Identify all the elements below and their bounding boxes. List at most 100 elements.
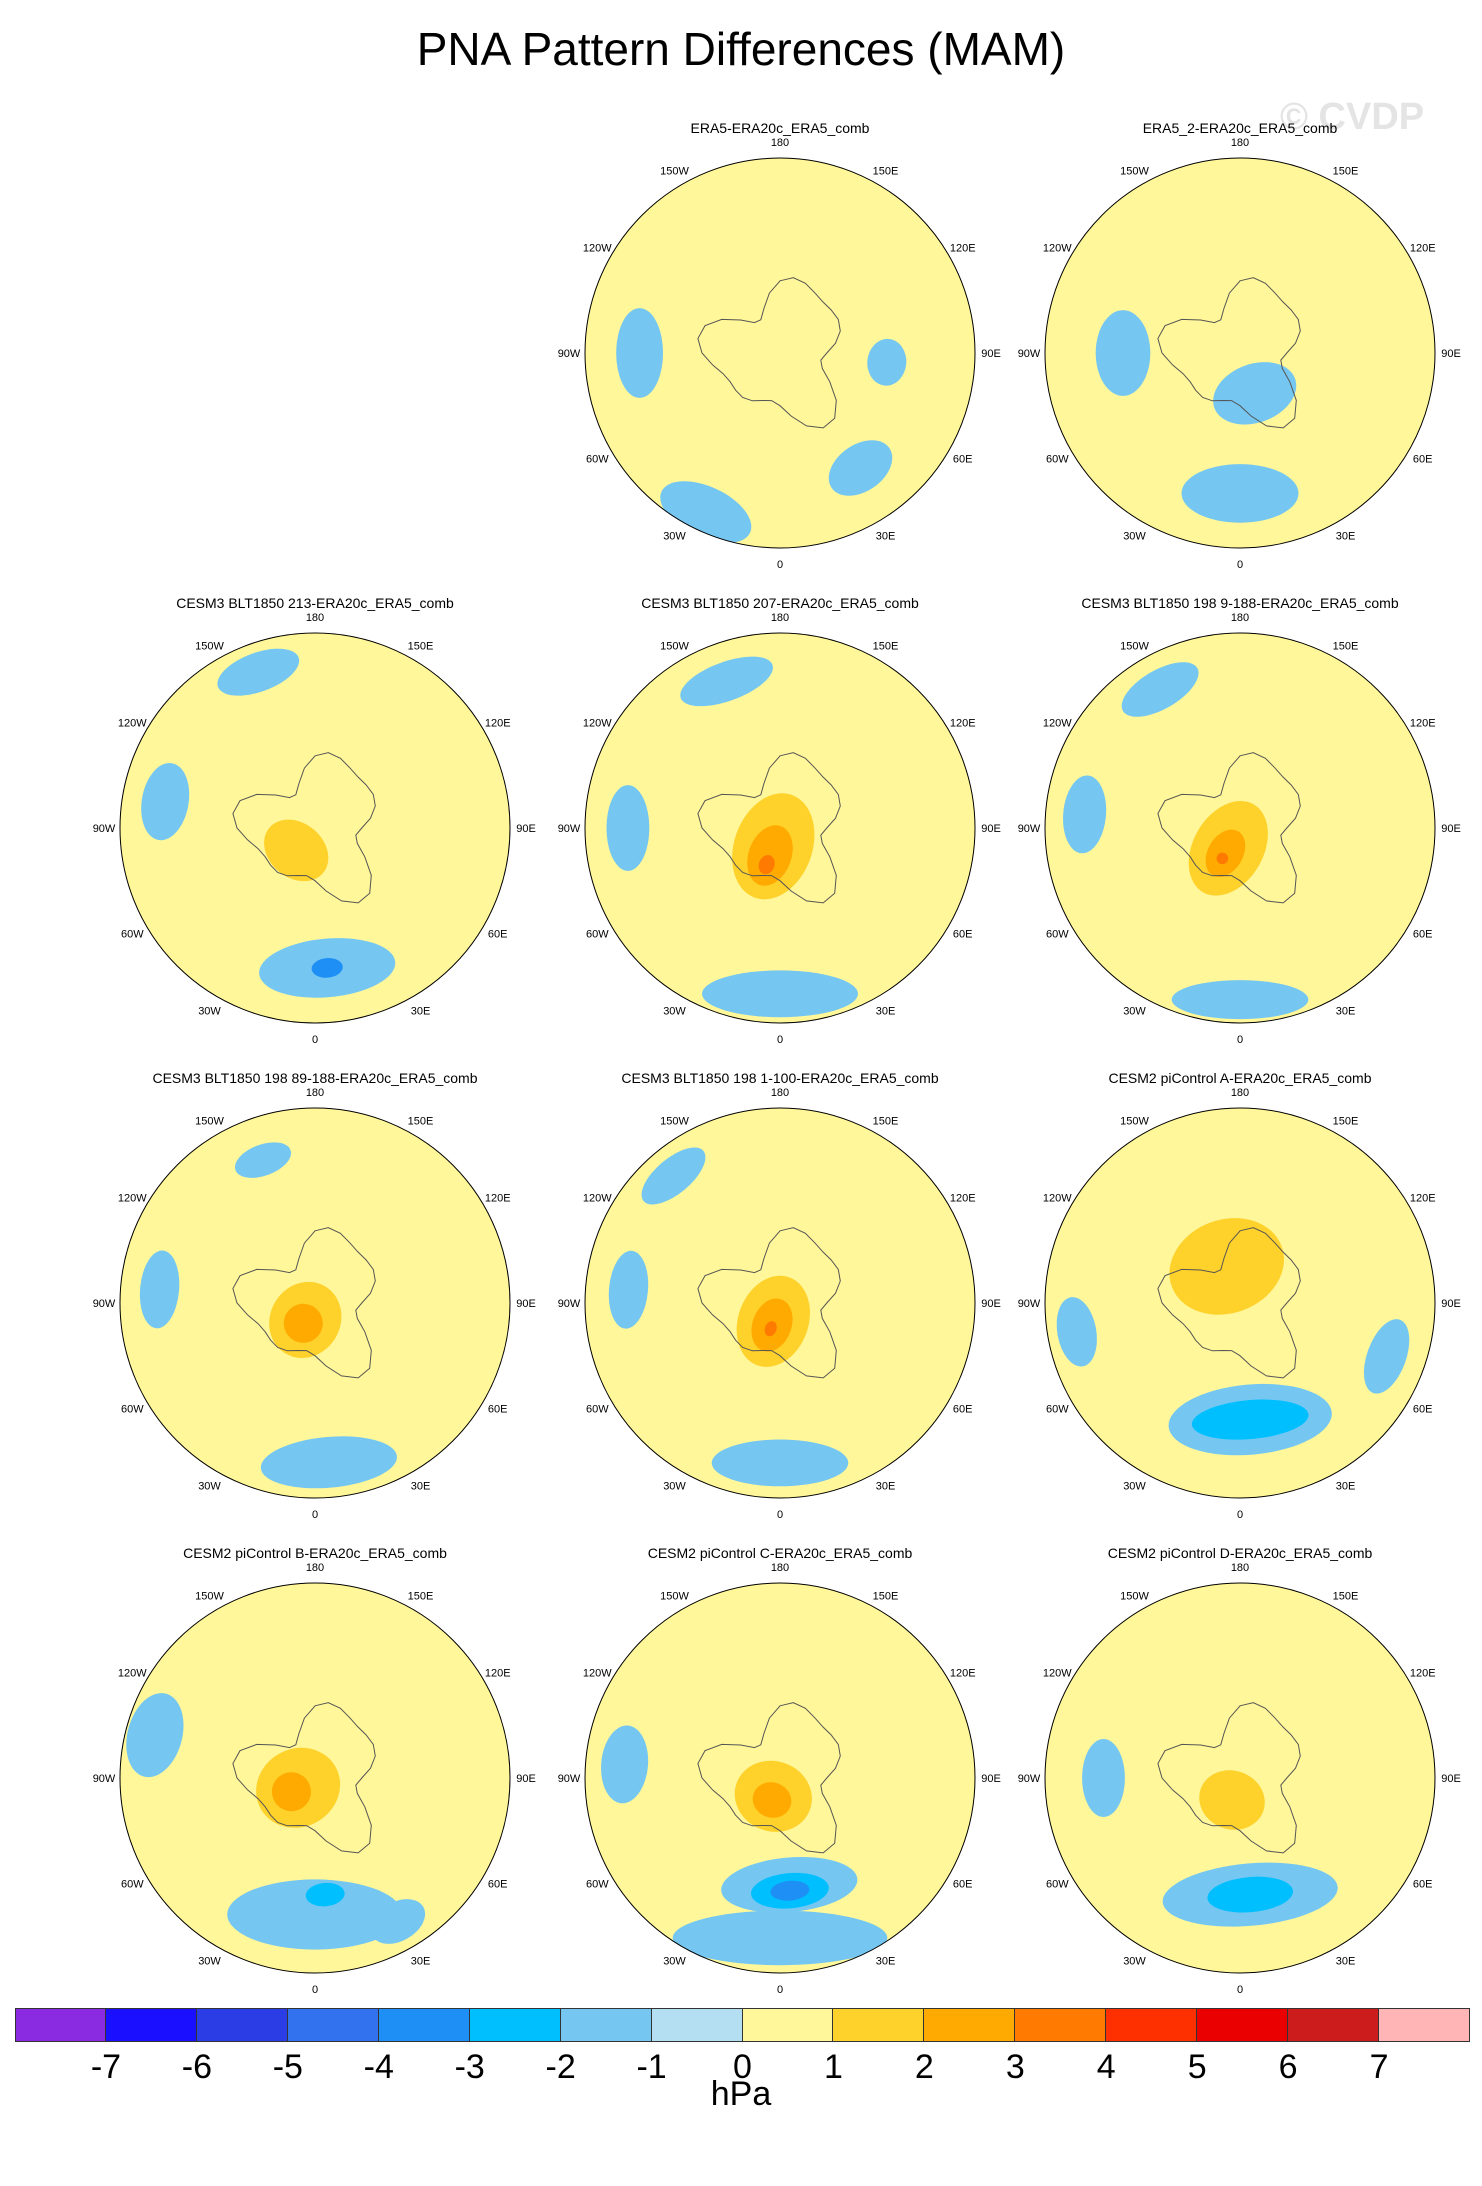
longitude-label: 30E — [876, 1956, 896, 1968]
colorbar-swatch — [105, 2008, 197, 2042]
map-border — [584, 632, 976, 1024]
colorbar-swatch — [1106, 2008, 1198, 2042]
longitude-label: 150E — [873, 1590, 899, 1602]
longitude-label: 90E — [516, 823, 536, 835]
map-panel: CESM2 piControl B-ERA20c_ERA5_comb 180 150… — [80, 1545, 550, 2015]
map-border — [1044, 1582, 1436, 1974]
longitude-label: 60W — [1046, 1879, 1069, 1891]
longitude-label: 150E — [408, 1115, 434, 1127]
colorbar-swatch — [1379, 2008, 1470, 2042]
longitude-label: 120E — [1410, 718, 1436, 730]
map-border — [584, 1582, 976, 1974]
colorbar-tick-label: -6 — [181, 2048, 212, 2086]
longitude-label: 30E — [876, 1481, 896, 1493]
longitude-label: 60E — [1413, 454, 1433, 466]
map-border — [1044, 1107, 1436, 1499]
colorbar-tick-label: 3 — [1005, 2048, 1025, 2086]
longitude-label: 120E — [485, 1668, 511, 1680]
negative-anomaly-contour — [608, 1250, 649, 1329]
polar-map: 180 150E 120E 90E 60E 30E 0 30W 60W 90W 120W 150W — [558, 1087, 1001, 1521]
longitude-label: 0 — [777, 1509, 783, 1521]
coastline — [1157, 1227, 1301, 1379]
positive-anomaly-contour — [764, 1321, 777, 1337]
coastline — [1157, 277, 1301, 429]
longitude-label: 150E — [1333, 1590, 1359, 1602]
panel-title: CESM2 piControl D-ERA20c_ERA5_comb — [1107, 1545, 1373, 1561]
longitude-label: 0 — [777, 1034, 783, 1046]
longitude-label: 30E — [876, 1006, 896, 1018]
negative-anomaly-contour — [1181, 464, 1299, 523]
coastline — [697, 1702, 841, 1854]
longitude-label: 150E — [1333, 165, 1359, 177]
longitude-label: 60W — [1046, 929, 1069, 941]
longitude-label: 90W — [558, 823, 581, 835]
negative-anomaly-contour — [311, 958, 343, 978]
map-background — [120, 633, 510, 1023]
colorbar-swatch — [378, 2008, 470, 2042]
polar-map: 180 150E 120E 90E 60E 30E 0 30W 60W 90W 120W 150W — [1018, 612, 1461, 1046]
positive-anomaly-contour — [752, 1782, 792, 1818]
longitude-label: 60E — [953, 1404, 973, 1416]
longitude-label: 120W — [1043, 1668, 1072, 1680]
negative-anomaly-contour — [1095, 310, 1151, 396]
longitude-label: 120W — [118, 1193, 147, 1205]
colorbar-swatch — [651, 2008, 743, 2042]
longitude-label: 90E — [1441, 1773, 1461, 1785]
map-border — [119, 1107, 511, 1499]
longitude-label: 30W — [663, 1481, 686, 1493]
longitude-label: 0 — [1237, 1984, 1243, 1996]
panel-title: CESM3 BLT1850 207-ERA20c_ERA5_comb — [641, 595, 919, 611]
negative-anomaly-contour — [139, 1250, 180, 1329]
map-panel: CESM3 BLT1850 198 89-188-ERA20c_ERA5_com… — [80, 1070, 550, 1540]
longitude-label: 90E — [981, 1298, 1001, 1310]
colorbar-swatch — [924, 2008, 1016, 2042]
negative-anomaly-contour — [1363, 1319, 1410, 1394]
negative-anomaly-contour — [867, 338, 907, 386]
map-panel: CESM3 BLT1850 213-ERA20c_ERA5_comb 180 150… — [80, 595, 550, 1065]
longitude-label: 180 — [306, 1562, 324, 1574]
longitude-label: 60W — [586, 1879, 609, 1891]
longitude-label: 60W — [1046, 1404, 1069, 1416]
colorbar-tick-label: 5 — [1187, 2048, 1207, 2086]
longitude-label: 0 — [1237, 1034, 1243, 1046]
longitude-label: 180 — [771, 1087, 789, 1099]
longitude-label: 120E — [950, 718, 976, 730]
positive-anomaly-contour — [758, 855, 775, 875]
longitude-label: 120E — [1410, 1668, 1436, 1680]
panel-title: CESM2 piControl A-ERA20c_ERA5_comb — [1108, 1070, 1372, 1086]
longitude-label: 90W — [93, 1773, 116, 1785]
longitude-label: 180 — [1231, 612, 1249, 624]
coastline — [1157, 1702, 1301, 1854]
longitude-label: 90W — [558, 1298, 581, 1310]
colorbar-swatch — [833, 2008, 925, 2042]
negative-anomaly-contour — [1191, 1399, 1309, 1440]
longitude-label: 0 — [312, 1509, 318, 1521]
longitude-label: 180 — [771, 612, 789, 624]
colorbar-tick-label: 4 — [1096, 2048, 1116, 2086]
negative-anomaly-contour — [711, 1439, 849, 1487]
polar-map: 180 150E 120E 90E 60E 30E 0 30W 60W 90W 120W 150W — [1018, 137, 1461, 571]
polar-map: 180 150E 120E 90E 60E 30E 0 30W 60W 90W 120W 150W — [1018, 1087, 1461, 1521]
panel-title: CESM3 BLT1850 198 9-188-ERA20c_ERA5_comb — [1081, 595, 1399, 611]
polar-map: 180 150E 120E 90E 60E 30E 0 30W 60W 90W 120W 150W — [558, 612, 1001, 1046]
longitude-label: 30W — [198, 1006, 221, 1018]
negative-anomaly-contour — [141, 762, 190, 841]
panel-title: CESM2 piControl B-ERA20c_ERA5_comb — [183, 1545, 447, 1561]
negative-anomaly-contour — [672, 1910, 888, 1966]
longitude-label: 30W — [1123, 531, 1146, 543]
polar-map: 180 150E 120E 90E 60E 30E 0 30W 60W 90W 120W 150W — [93, 1087, 536, 1521]
longitude-label: 120W — [1043, 1193, 1072, 1205]
longitude-label: 60W — [121, 1404, 144, 1416]
longitude-label: 30W — [1123, 1481, 1146, 1493]
longitude-label: 180 — [771, 1562, 789, 1574]
longitude-label: 90E — [516, 1773, 536, 1785]
colorbar-swatch — [469, 2008, 561, 2042]
colorbar-swatch — [196, 2008, 288, 2042]
longitude-label: 120E — [485, 718, 511, 730]
longitude-label: 60W — [586, 454, 609, 466]
positive-anomaly-contour — [1216, 852, 1229, 865]
longitude-label: 120W — [118, 1668, 147, 1680]
longitude-label: 90W — [558, 348, 581, 360]
polar-map: 180 150E 120E 90E 60E 30E 0 30W 60W 90W 120W 150W — [1018, 1562, 1461, 1996]
negative-anomaly-contour — [260, 1436, 397, 1489]
